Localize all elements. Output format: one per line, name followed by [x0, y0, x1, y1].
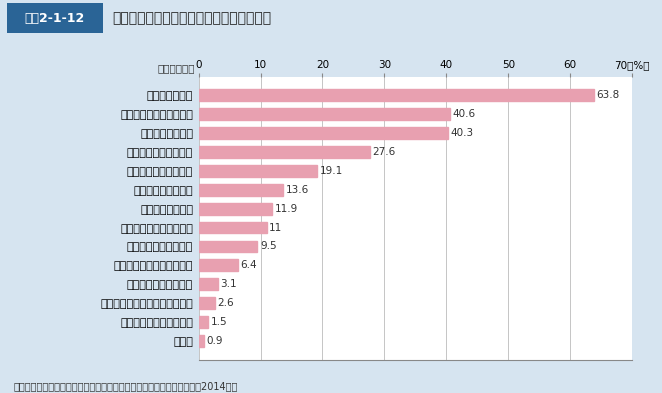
- Bar: [199, 297, 214, 309]
- Text: 1.5: 1.5: [211, 317, 227, 327]
- Text: 図表2-1-12: 図表2-1-12: [24, 11, 85, 25]
- Text: 19.1: 19.1: [319, 166, 343, 176]
- Text: 40.6: 40.6: [453, 109, 476, 119]
- Bar: [199, 316, 208, 328]
- Text: 0.9: 0.9: [207, 336, 223, 346]
- Bar: [199, 241, 258, 252]
- Bar: [199, 222, 267, 233]
- Text: 9.5: 9.5: [260, 241, 277, 252]
- Bar: [199, 127, 448, 139]
- Text: 13.6: 13.6: [285, 185, 308, 195]
- Text: 11: 11: [269, 222, 283, 233]
- Bar: [199, 165, 317, 177]
- Bar: [199, 278, 218, 290]
- Text: 6.4: 6.4: [241, 260, 258, 270]
- Text: 2.6: 2.6: [217, 298, 234, 308]
- Text: 3.1: 3.1: [220, 279, 237, 289]
- Text: 11.9: 11.9: [275, 204, 298, 214]
- Bar: [199, 146, 369, 158]
- Bar: [199, 90, 594, 101]
- Bar: [199, 184, 283, 196]
- Text: 63.8: 63.8: [596, 90, 620, 100]
- Text: （複数回答）: （複数回答）: [158, 63, 195, 73]
- FancyBboxPatch shape: [7, 3, 103, 33]
- Bar: [199, 203, 272, 215]
- Text: 健康観を判断するに当たって重視した事項: 健康観を判断するに当たって重視した事項: [113, 11, 271, 25]
- Text: 厚生労働省政策統括官付政策評価官室委託「健康意識に関する調査」（2014年）: 厚生労働省政策統括官付政策評価官室委託「健康意識に関する調査」（2014年）: [13, 381, 238, 391]
- Bar: [199, 335, 204, 347]
- Bar: [199, 259, 238, 271]
- Text: 40.3: 40.3: [451, 128, 474, 138]
- Bar: [199, 108, 450, 120]
- Text: 27.6: 27.6: [372, 147, 395, 157]
